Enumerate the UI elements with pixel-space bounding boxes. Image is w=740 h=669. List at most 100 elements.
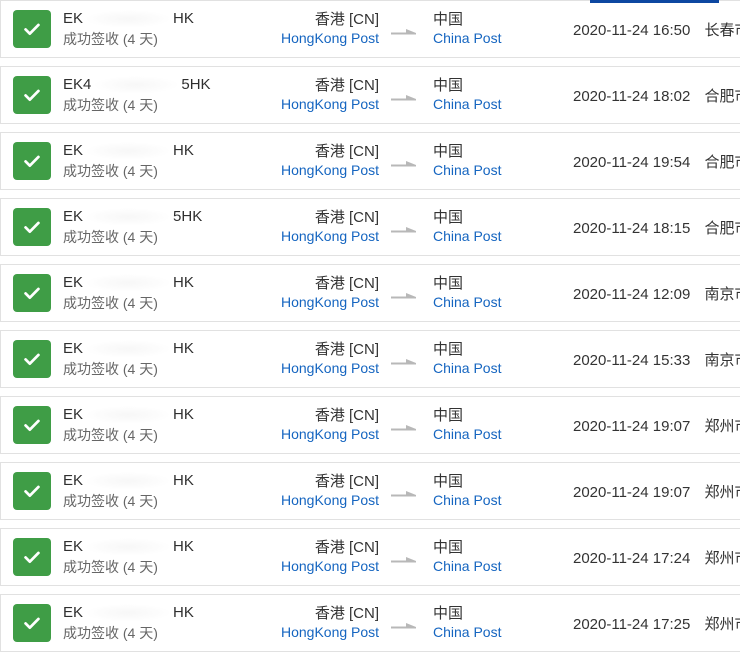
tracking-number-suffix: HK (173, 406, 194, 423)
event-timestamp: 2020-11-24 18:02 (573, 87, 691, 105)
origin-country: 香港 [CN] (314, 473, 379, 490)
tracking-number[interactable]: EK 5HK (63, 207, 281, 227)
destination-info: 中国 China Post (431, 142, 573, 180)
latest-event: 2020-11-24 17:24 郑州市, 邮 (573, 547, 740, 568)
latest-event: 2020-11-24 12:09 南京市, 已 (573, 283, 740, 304)
origin-carrier-link[interactable]: HongKong Post (281, 426, 380, 442)
tracking-number[interactable]: EK HK (63, 141, 281, 161)
redacted-tracking-segment (85, 274, 172, 293)
tracking-number-prefix: EK (63, 538, 84, 555)
destination-carrier-link[interactable]: China Post (433, 96, 502, 112)
shipment-row[interactable]: EK 5HK 成功签收 (4 天) 香港 [CN] HongKong Post 中… (0, 198, 740, 256)
tracking-number-prefix: EK (63, 142, 84, 159)
shipment-row[interactable]: EK HK 成功签收 (4 天) 香港 [CN] HongKong Post 中国… (0, 264, 740, 322)
tracking-number-prefix: EK4 (63, 76, 92, 93)
tracking-number-prefix: EK (63, 208, 84, 225)
origin-carrier-link[interactable]: HongKong Post (281, 558, 380, 574)
destination-carrier-link[interactable]: China Post (433, 294, 502, 310)
origin-country: 香港 [CN] (314, 11, 379, 28)
origin-info: 香港 [CN] HongKong Post (281, 142, 379, 180)
latest-event: 2020-11-24 17:25 郑州市, 邮 (573, 613, 740, 634)
destination-info: 中国 China Post (431, 340, 573, 378)
origin-carrier-link[interactable]: HongKong Post (281, 294, 380, 310)
tracking-number-suffix: 5HK (173, 208, 203, 225)
origin-info: 香港 [CN] HongKong Post (281, 472, 379, 510)
tracking-number[interactable]: EK HK (63, 405, 281, 425)
active-tab-indicator (590, 0, 719, 3)
destination-carrier-link[interactable]: China Post (433, 30, 502, 46)
destination-carrier-link[interactable]: China Post (433, 162, 502, 178)
destination-info: 中国 China Post (431, 208, 573, 246)
shipment-row[interactable]: EK HK 成功签收 (4 天) 香港 [CN] HongKong Post 中国… (0, 330, 740, 388)
shipment-row[interactable]: EK4 5HK 成功签收 (4 天) 香港 [CN] HongKong Post … (0, 66, 740, 124)
latest-event: 2020-11-24 16:50 长春市, 已 (573, 19, 740, 40)
latest-event: 2020-11-24 15:33 南京市, 已 (573, 349, 740, 370)
destination-info: 中国 China Post (431, 76, 573, 114)
delivered-check-icon (13, 406, 51, 444)
event-timestamp: 2020-11-24 16:50 (573, 21, 691, 39)
tracking-number[interactable]: EK HK (63, 603, 281, 623)
tracking-number-suffix: HK (173, 472, 194, 489)
destination-info: 中国 China Post (431, 604, 573, 642)
delivered-check-icon (13, 604, 51, 642)
destination-info: 中国 China Post (431, 472, 573, 510)
tracking-number[interactable]: EK HK (63, 339, 281, 359)
delivery-status: 成功签收 (4 天) (63, 559, 158, 575)
latest-event: 2020-11-24 19:07 郑州市, 邮 (573, 481, 740, 502)
shipment-row[interactable]: EK HK 成功签收 (4 天) 香港 [CN] HongKong Post 中国… (0, 0, 740, 58)
origin-carrier-link[interactable]: HongKong Post (281, 360, 380, 376)
delivery-status: 成功签收 (4 天) (63, 31, 158, 47)
route-arrow-icon (379, 218, 431, 236)
delivery-status: 成功签收 (4 天) (63, 229, 158, 245)
delivered-check-icon (13, 340, 51, 378)
tracking-number[interactable]: EK4 5HK (63, 75, 281, 95)
origin-carrier-link[interactable]: HongKong Post (281, 96, 380, 112)
tracking-number[interactable]: EK HK (63, 273, 281, 293)
tracking-number[interactable]: EK HK (63, 537, 281, 557)
origin-carrier-link[interactable]: HongKong Post (281, 30, 380, 46)
origin-carrier-link[interactable]: HongKong Post (281, 162, 380, 178)
tracking-number[interactable]: EK HK (63, 471, 281, 491)
tracking-number[interactable]: EK HK (63, 9, 281, 29)
latest-event: 2020-11-24 18:02 合肥市, 收 (573, 85, 740, 106)
redacted-tracking-segment (85, 472, 172, 491)
shipment-row[interactable]: EK HK 成功签收 (4 天) 香港 [CN] HongKong Post 中国… (0, 594, 740, 652)
event-timestamp: 2020-11-24 19:54 (573, 153, 691, 171)
route-arrow-icon (379, 614, 431, 632)
origin-info: 香港 [CN] HongKong Post (281, 538, 379, 576)
redacted-tracking-segment (85, 142, 172, 161)
origin-carrier-link[interactable]: HongKong Post (281, 624, 380, 640)
route-arrow-icon (379, 284, 431, 302)
destination-carrier-link[interactable]: China Post (433, 492, 502, 508)
tracking-number-suffix: 5HK (181, 76, 211, 93)
shipment-row[interactable]: EK HK 成功签收 (4 天) 香港 [CN] HongKong Post 中国… (0, 132, 740, 190)
destination-carrier-link[interactable]: China Post (433, 624, 502, 640)
route-arrow-icon (379, 416, 431, 434)
latest-event: 2020-11-24 19:54 合肥市, 收 (573, 151, 740, 172)
tracking-info: EK4 5HK 成功签收 (4 天) (63, 75, 281, 115)
route-arrow-icon (379, 350, 431, 368)
origin-country: 香港 [CN] (314, 275, 379, 292)
origin-info: 香港 [CN] HongKong Post (281, 208, 379, 246)
destination-carrier-link[interactable]: China Post (433, 426, 502, 442)
destination-carrier-link[interactable]: China Post (433, 228, 502, 244)
route-arrow-icon (379, 152, 431, 170)
redacted-tracking-segment (85, 406, 172, 425)
event-location: 合肥市, 收 (704, 87, 740, 105)
route-arrow-icon (379, 482, 431, 500)
origin-carrier-link[interactable]: HongKong Post (281, 492, 380, 508)
origin-info: 香港 [CN] HongKong Post (281, 604, 379, 642)
delivered-check-icon (13, 10, 51, 48)
delivered-check-icon (13, 274, 51, 312)
shipment-row[interactable]: EK HK 成功签收 (4 天) 香港 [CN] HongKong Post 中国… (0, 396, 740, 454)
origin-carrier-link[interactable]: HongKong Post (281, 228, 380, 244)
shipment-row[interactable]: EK HK 成功签收 (4 天) 香港 [CN] HongKong Post 中国… (0, 462, 740, 520)
tracking-number-suffix: HK (173, 274, 194, 291)
delivered-check-icon (13, 76, 51, 114)
shipment-row[interactable]: EK HK 成功签收 (4 天) 香港 [CN] HongKong Post 中国… (0, 528, 740, 586)
tracking-number-prefix: EK (63, 472, 84, 489)
destination-carrier-link[interactable]: China Post (433, 558, 502, 574)
destination-carrier-link[interactable]: China Post (433, 360, 502, 376)
destination-info: 中国 China Post (431, 274, 573, 312)
delivered-check-icon (13, 142, 51, 180)
